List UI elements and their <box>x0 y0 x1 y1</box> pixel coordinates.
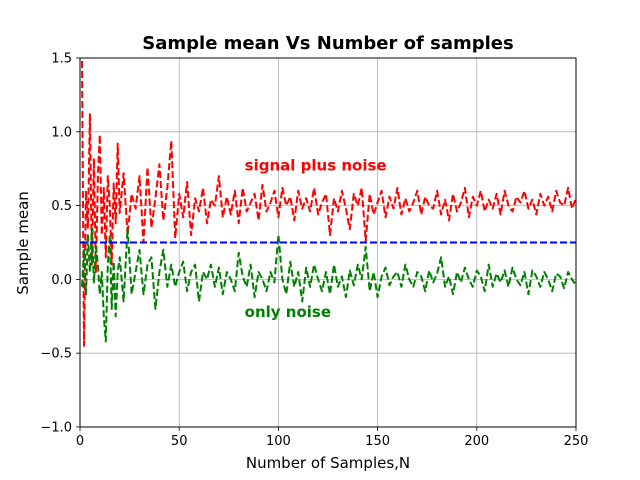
plot-area <box>80 60 576 347</box>
x-tick-label: 150 <box>365 434 390 449</box>
x-tick-label: 0 <box>76 434 84 449</box>
y-tick-label: 0.5 <box>51 199 72 214</box>
annotation-signal-plus-noise: signal plus noise <box>245 157 387 175</box>
y-tick-label: 1.5 <box>51 52 72 67</box>
ticks: 0 50 100 150 200 250 −1.0 −0.5 0.0 0.5 1.0 1.5 <box>40 52 588 450</box>
y-tick-label: −1.0 <box>40 421 72 436</box>
x-tick-label: 50 <box>171 434 188 449</box>
y-tick-label: −0.5 <box>40 347 72 362</box>
only-noise-line <box>81 226 576 343</box>
y-axis-title: Sample mean <box>14 191 32 295</box>
signal-plus-noise-line <box>81 60 576 347</box>
x-tick-label: 250 <box>564 434 589 449</box>
y-tick-label: 0.0 <box>51 273 72 288</box>
y-tick-label: 1.0 <box>51 125 72 140</box>
x-tick-label: 200 <box>464 434 489 449</box>
plot-frame <box>79 57 577 428</box>
annotations: signal plus noise only noise <box>245 157 387 321</box>
annotation-only-noise: only noise <box>245 303 331 321</box>
series-layer <box>80 60 576 347</box>
chart-title: Sample mean Vs Number of samples <box>142 33 513 54</box>
x-tick-label: 100 <box>266 434 291 449</box>
x-axis-title: Number of Samples,N <box>246 454 410 472</box>
